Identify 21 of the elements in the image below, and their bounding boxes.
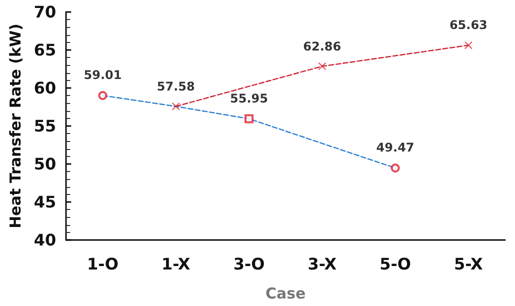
data-label: 55.95 [230,91,268,106]
y-axis-title: Heat Transfer Rate (kW) [6,24,24,228]
x-tick-label: 5-O [380,254,411,274]
y-tick-label: 65 [34,40,56,60]
data-label: 49.47 [376,140,414,155]
y-tick-label: 50 [34,154,56,174]
y-tick-label: 45 [34,192,56,212]
x-tick-label: 5-X [454,254,484,274]
y-tick-label: 40 [34,230,56,250]
data-label: 65.63 [449,18,488,32]
x-tick-label: 3-X [308,254,338,274]
x-tick-label: 1-X [161,254,191,274]
data-label: 62.86 [303,39,342,54]
data-label: 57.58 [156,79,195,94]
x-axis-title: Case [265,284,306,302]
y-tick-label: 60 [34,78,56,98]
data-label: 59.01 [84,68,122,82]
y-tick-label: 70 [34,2,56,22]
x-tick-label: 3-O [233,254,265,274]
y-tick-label: 55 [34,116,56,136]
x-tick-label: 1-O [87,254,118,274]
